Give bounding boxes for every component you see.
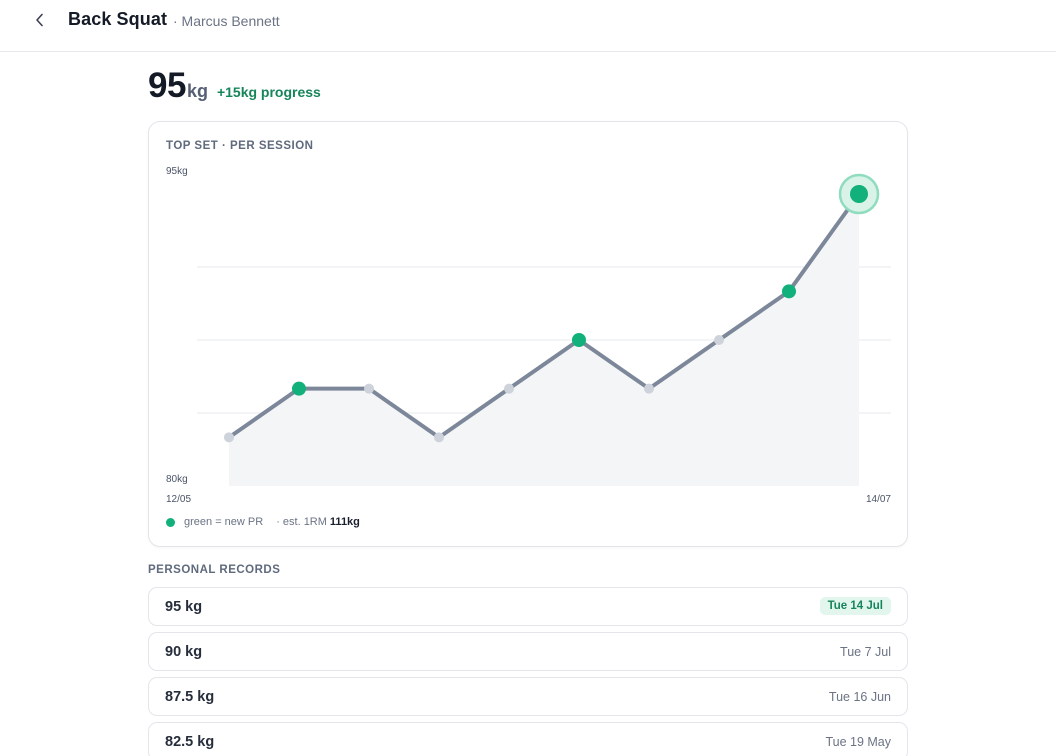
record-date: Tue 19 May [825,735,891,749]
record-row[interactable]: 87.5 kg Tue 16 Jun [148,677,908,716]
data-point[interactable] [434,432,444,443]
chart-area [229,194,859,486]
pr-data-point[interactable] [292,381,306,396]
pr-data-point[interactable] [572,333,586,347]
progress-badge: +15kg progress [216,84,321,100]
x-end-label: 14/07 [866,494,891,505]
progress-chart: 95kg 80kg 12/05 14/07 [166,166,891,505]
record-weight: 87.5 kg [165,689,215,705]
current-max-unit: kg [186,81,208,101]
data-point[interactable] [364,383,374,394]
top-bar: Back Squat · Marcus Bennett [0,0,1056,52]
est-1rm-label: · est. 1RM [276,516,327,528]
records-list: 95 kg Tue 14 Jul 90 kg Tue 7 Jul 87.5 kg Tue … [148,587,908,756]
back-button[interactable] [28,8,52,32]
pr-legend-dot [166,517,175,527]
pr-data-point[interactable] [850,185,868,203]
data-point[interactable] [224,432,234,443]
latest-record-date-badge: Tue 14 Jul [819,597,891,615]
legend-pr-label: green = new PR [184,516,264,528]
current-max: 95 kg +15kg progress [148,66,321,106]
record-date: Tue 16 Jun [828,690,891,704]
current-max-value: 95 [148,66,186,105]
record-weight: 90 kg [165,644,203,660]
record-weight: 95 kg [165,599,203,615]
chart-title: TOP SET · PER SESSION [166,140,314,152]
chart-legend: green = new PR · est. 1RM 111kg [166,516,360,528]
progress-chart-card: TOP SET · PER SESSION 95kg 80kg 12/05 14… [148,121,908,547]
data-point[interactable] [714,335,724,345]
records-section-title: PERSONAL RECORDS [148,564,281,576]
record-row[interactable]: 90 kg Tue 7 Jul [148,632,908,671]
x-start-label: 12/05 [166,494,191,505]
chevron-left-icon [36,13,43,27]
data-point[interactable] [504,383,514,394]
page-title: Back Squat [68,9,168,29]
athlete-name: · Marcus Bennett [173,13,280,29]
record-row[interactable]: 82.5 kg Tue 19 May [148,722,908,756]
record-weight: 82.5 kg [165,734,215,750]
y-min-label: 80kg [166,474,188,485]
chart-line [227,192,861,440]
record-date: Tue 7 Jul [840,645,891,659]
est-1rm-value: 111kg [329,516,360,528]
record-row[interactable]: 95 kg Tue 14 Jul [148,587,908,626]
data-point[interactable] [644,383,654,394]
y-max-label: 95kg [166,166,188,177]
pr-data-point[interactable] [782,284,796,299]
